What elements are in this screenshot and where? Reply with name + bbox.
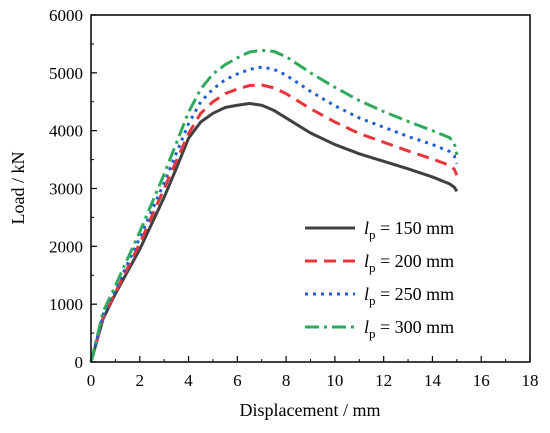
y-tick-label: 3000	[49, 180, 83, 199]
y-tick-label: 2000	[49, 237, 83, 256]
x-tick-label: 8	[282, 371, 291, 390]
legend-subscript: p	[369, 227, 376, 242]
legend-label: lp = 300 mm	[364, 317, 454, 341]
x-tick-label: 4	[184, 371, 193, 390]
legend-label: lp = 200 mm	[364, 251, 454, 275]
legend-var: l	[364, 218, 369, 238]
y-tick-label: 5000	[49, 64, 83, 83]
legend-var: l	[364, 317, 369, 337]
series-layer	[89, 48, 459, 363]
x-tick-label: 2	[136, 371, 145, 390]
x-axis-title: Displacement / mm	[240, 400, 381, 420]
x-tick-label: 0	[87, 371, 96, 390]
x-tick-label: 6	[233, 371, 242, 390]
x-tick-label: 12	[375, 371, 392, 390]
y-tick-label: 4000	[49, 122, 83, 141]
legend-var: l	[364, 251, 369, 271]
series-line-4	[89, 48, 459, 363]
plot-frame	[90, 14, 531, 363]
legend-label: lp = 150 mm	[364, 218, 454, 242]
y-tick-label: 1000	[49, 295, 83, 314]
legend-var: l	[364, 284, 369, 304]
legend-value: = 250 mm	[376, 284, 455, 304]
series-line-2	[89, 83, 459, 363]
x-tick-label: 18	[522, 371, 539, 390]
legend-label: lp = 250 mm	[364, 284, 454, 308]
series-line-1	[89, 101, 459, 363]
x-tick-label: 16	[473, 371, 490, 390]
y-tick-label: 0	[75, 353, 84, 372]
y-axis-title: Load / kN	[8, 152, 28, 225]
y-tick-label: 6000	[49, 6, 83, 25]
legend-subscript: p	[369, 293, 376, 308]
axis-layer: 0 2 4 6 8 10 12 14 16 18 0 1000 2000 3000 4000 5000 6000	[49, 6, 539, 390]
legend-value: = 300 mm	[376, 317, 455, 337]
x-tick-label: 10	[326, 371, 343, 390]
legend-subscript: p	[369, 260, 376, 275]
legend-subscript: p	[369, 326, 376, 341]
x-tick-label: 14	[424, 371, 442, 390]
legend-value: = 150 mm	[376, 218, 455, 238]
legend-value: = 200 mm	[376, 251, 455, 271]
